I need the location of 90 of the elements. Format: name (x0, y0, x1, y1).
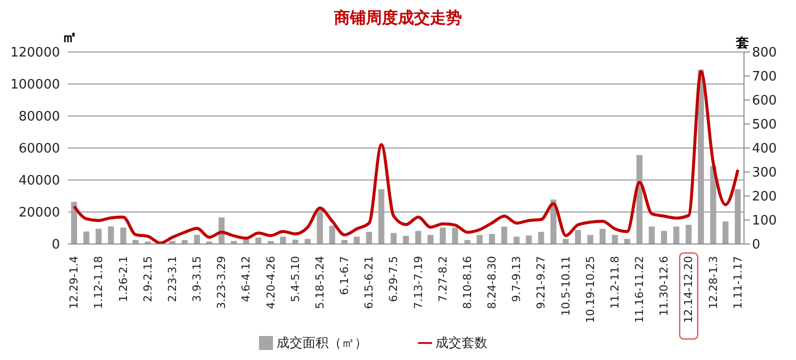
y-tick-label: 60000 (18, 142, 60, 157)
bar (440, 228, 446, 244)
bar (378, 189, 384, 244)
bar (329, 226, 336, 244)
bar (71, 202, 78, 244)
y-tick-label: 20000 (18, 206, 60, 221)
bar (734, 189, 741, 244)
bar (710, 166, 716, 244)
bar (612, 234, 618, 244)
x-tick-label: 11.2-11.8 (608, 256, 622, 309)
bar (390, 232, 397, 244)
legend-label: 成交套数 (436, 336, 488, 351)
bar (96, 228, 102, 244)
y2-tick-label: 100 (752, 214, 777, 229)
bar (526, 236, 532, 244)
bar (587, 234, 594, 244)
bar (575, 230, 581, 244)
x-tick-label: 12.14-12.20 (682, 256, 696, 323)
bar (255, 238, 262, 244)
x-tick-label: 7.13-7.19 (412, 256, 425, 309)
x-tick-label: 7.27-8.2 (436, 256, 450, 302)
y2-tick-label: 300 (752, 166, 777, 181)
bar (428, 234, 434, 244)
x-tick-label: 4.6-4.12 (240, 256, 253, 302)
line-series (72, 70, 740, 244)
bar (501, 226, 508, 244)
bar (538, 232, 544, 244)
bar (402, 236, 409, 244)
x-tick-label: 12.28-1.3 (706, 256, 720, 309)
bar (661, 230, 668, 244)
bar (452, 228, 458, 244)
x-tick-label: 10.19-10.25 (584, 256, 597, 323)
y2-tick-label: 200 (752, 190, 777, 205)
bar (280, 236, 286, 244)
bar (636, 155, 642, 244)
bar (243, 240, 250, 244)
x-tick-label: 6.1-6.7 (338, 256, 352, 295)
x-tick-label: 1.11-1.17 (731, 256, 744, 309)
bar (354, 236, 360, 244)
x-tick-label: 1.12-1.18 (92, 256, 106, 309)
bar (120, 228, 126, 244)
bar (698, 70, 704, 244)
bar (673, 226, 680, 244)
y-tick-label: 100000 (10, 78, 60, 93)
x-tick-label: 8.24-8.30 (486, 256, 499, 309)
bar (600, 228, 606, 244)
x-tick-label: 5.4-5.10 (288, 256, 302, 302)
bar (194, 234, 200, 244)
bar (648, 226, 655, 244)
y-tick-label: 0 (52, 238, 60, 253)
x-tick-label: 11.16-11.22 (633, 256, 646, 323)
x-tick-label: 12.29-1.4 (68, 256, 81, 309)
x-tick-label: 2.9-2.15 (141, 256, 154, 302)
y2-tick-label: 500 (752, 118, 777, 133)
bar (292, 240, 298, 244)
bar (476, 234, 483, 244)
y2-tick-label: 0 (752, 238, 760, 253)
bar (83, 232, 90, 244)
y-axis-title: ㎡ (62, 28, 77, 47)
bar (488, 234, 495, 244)
y2-tick-label: 400 (752, 142, 777, 157)
bar (316, 208, 323, 244)
bar (722, 221, 728, 244)
y2-tick-label: 700 (752, 70, 777, 85)
x-tick-label: 3.23-3.29 (215, 256, 228, 309)
x-tick-label: 5.18-5.24 (313, 256, 326, 309)
x-tick-label: 1.26-2.1 (116, 256, 130, 302)
x-tick-label: 9.21-9.27 (534, 256, 548, 309)
y2-tick-label: 600 (752, 94, 777, 109)
y-tick-label: 80000 (18, 110, 60, 125)
x-tick-label: 11.30-12.6 (658, 256, 671, 316)
y2-tick-label: 800 (752, 46, 777, 61)
x-tick-label: 2.23-3.1 (166, 256, 179, 302)
x-tick-label: 6.15-6.21 (362, 256, 376, 309)
y-tick-label: 40000 (18, 174, 60, 189)
x-tick-label: 9.7-9.13 (510, 256, 524, 302)
x-tick-label: 6.29-7.5 (387, 256, 400, 302)
bar (514, 236, 520, 244)
x-tick-label: 10.5-10.11 (559, 256, 572, 316)
y2-axis-title: 套 (736, 35, 749, 52)
y-tick-label: 120000 (10, 46, 60, 61)
bar (686, 224, 692, 244)
x-tick-label: 4.20-4.26 (264, 256, 278, 309)
legend-label: 成交面积（㎡） (276, 336, 368, 351)
chart-title: 商铺周度成交走势 (333, 8, 463, 29)
bar (366, 232, 372, 244)
bar (415, 230, 422, 244)
x-tick-label: 8.10-8.16 (460, 256, 474, 309)
x-tick-label: 3.9-3.15 (190, 256, 204, 302)
bar (108, 226, 114, 244)
